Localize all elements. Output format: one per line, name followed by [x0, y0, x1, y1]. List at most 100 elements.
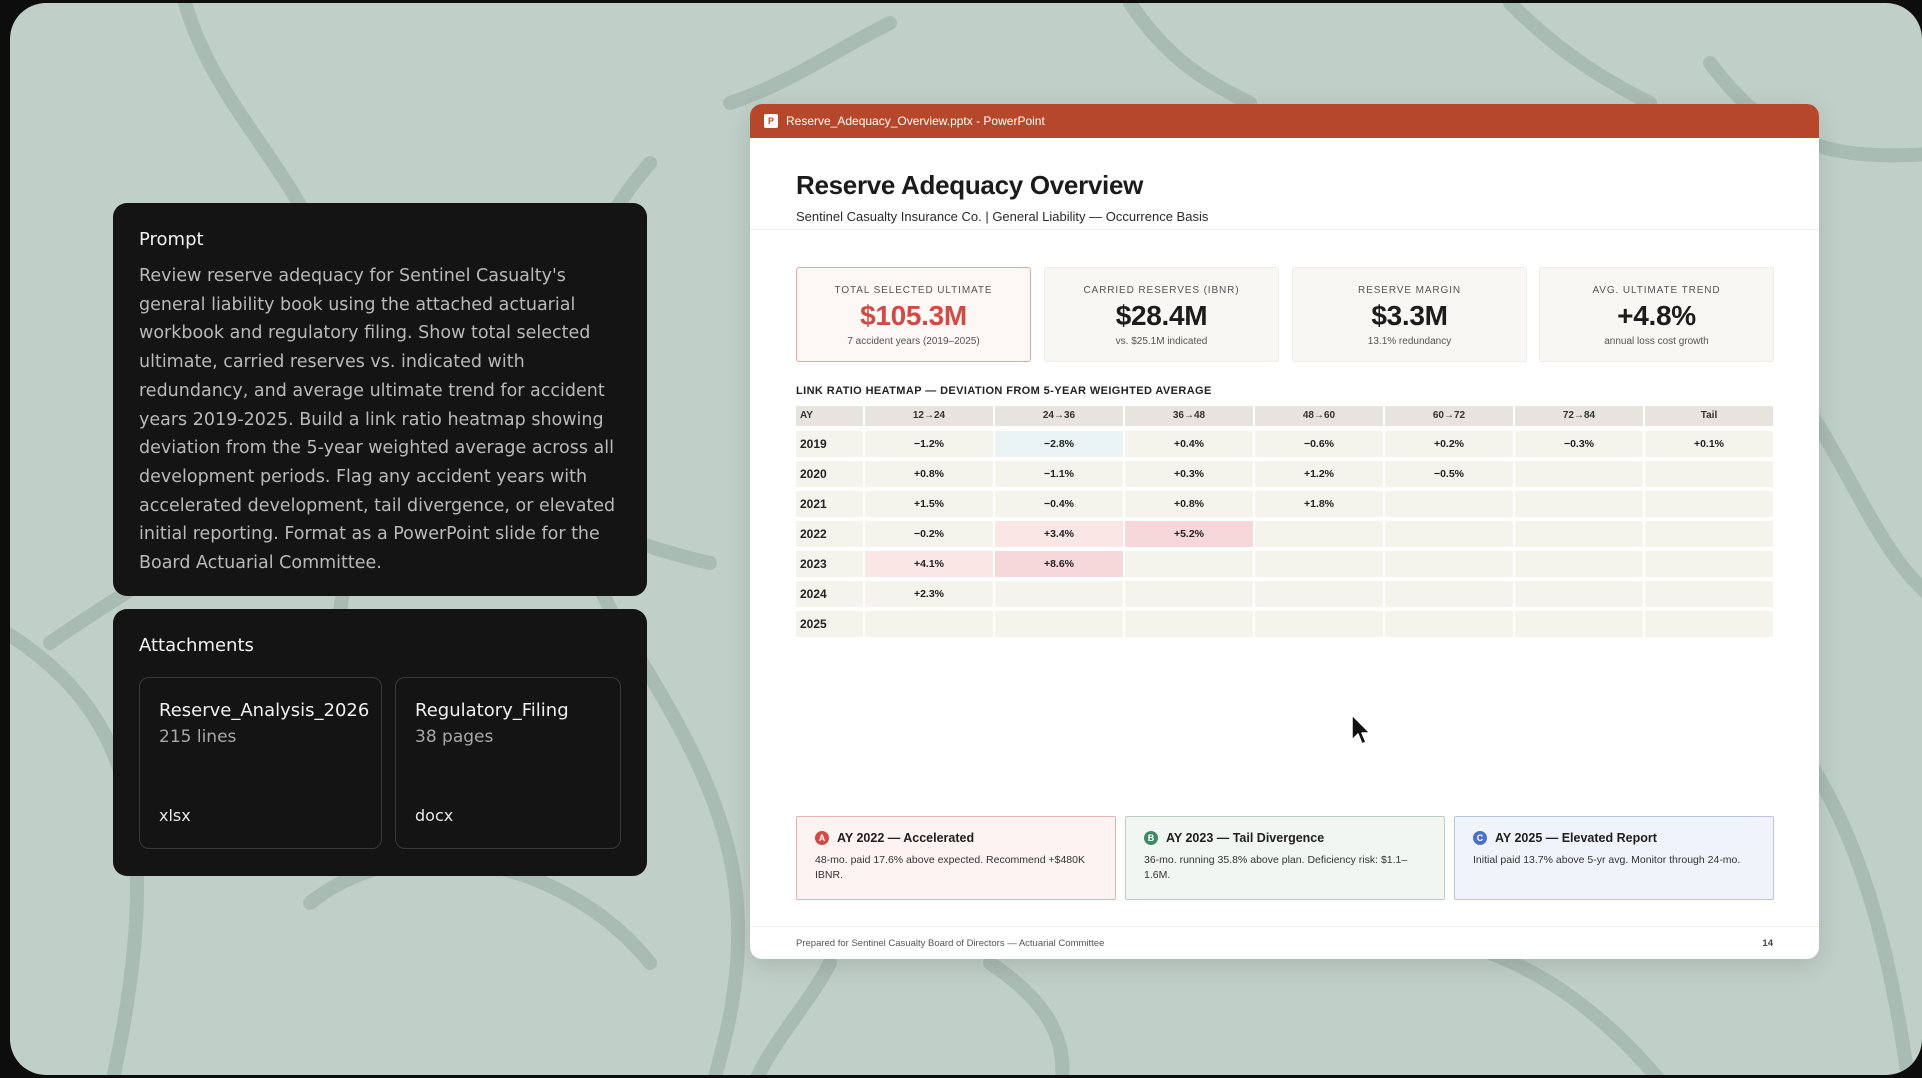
kpi-value: $3.3M	[1371, 300, 1448, 331]
heatmap-cell	[1645, 581, 1773, 607]
heatmap-column-header: 60→72	[1385, 406, 1513, 426]
attachment-meta: 215 lines	[159, 727, 237, 747]
heatmap-row: 2021 +1.5% −0.4% +0.8% +1.8%	[796, 491, 1774, 521]
heatmap-cell: +0.1%	[1645, 431, 1773, 457]
heatmap-cell	[1515, 521, 1643, 547]
heatmap-cell	[1645, 521, 1773, 547]
window-titlebar[interactable]: P Reserve_Adequacy_Overview.pptx - Power…	[750, 104, 1819, 138]
kpi-avg-ultimate-trend: AVG. ULTIMATE TREND +4.8% annual loss co…	[1539, 267, 1774, 362]
heatmap-cell: +0.2%	[1385, 431, 1513, 457]
heatmap-cell	[1125, 581, 1253, 607]
attachments-title: Attachments	[139, 635, 254, 656]
heatmap-cell: −0.2%	[865, 521, 993, 547]
heatmap-row: 2023 +4.1% +8.6%	[796, 551, 1774, 581]
heatmap-cell: +0.4%	[1125, 431, 1253, 457]
heatmap-column-header: 36→48	[1125, 406, 1253, 426]
heatmap-cell: −0.6%	[1255, 431, 1383, 457]
heatmap-cell: +5.2%	[1125, 521, 1253, 547]
flag-description: 36-mo. running 35.8% above plan. Deficie…	[1144, 854, 1408, 881]
heatmap-cell	[1385, 491, 1513, 517]
heatmap-cell	[1385, 521, 1513, 547]
heatmap-cell	[1515, 551, 1643, 577]
heatmap-cell: +1.2%	[1255, 461, 1383, 487]
flag-title: AY 2025 — Elevated Report	[1495, 831, 1657, 845]
heatmap-cell	[1645, 551, 1773, 577]
heatmap-row: 2025	[796, 611, 1774, 641]
kpi-value: $28.4M	[1115, 300, 1208, 331]
heatmap-row-label: 2024	[796, 581, 863, 607]
heatmap-row-label: 2025	[796, 611, 863, 637]
footer-text: Prepared for Sentinel Casualty Board of …	[796, 937, 1105, 949]
heatmap-cell: −0.4%	[995, 491, 1123, 517]
page-number: 14	[1762, 937, 1773, 949]
heatmap-cell	[1515, 491, 1643, 517]
heatmap-row: 2022 −0.2% +3.4% +5.2%	[796, 521, 1774, 551]
heatmap-cell	[1645, 461, 1773, 487]
attachment-file-xlsx[interactable]: Reserve_Analysis_2026 215 lines xlsx	[139, 677, 382, 849]
heatmap-cell	[1515, 611, 1643, 637]
heatmap-cell	[1255, 581, 1383, 607]
attachment-extension: docx	[415, 806, 454, 825]
heatmap-cell: +4.1%	[865, 551, 993, 577]
flag-description: Initial paid 13.7% above 5-yr avg. Monit…	[1473, 854, 1741, 866]
kpi-carried-reserves: CARRIED RESERVES (IBNR) $28.4M vs. $25.1…	[1044, 267, 1279, 362]
heatmap-column-header: 24→36	[995, 406, 1123, 426]
heatmap-cell	[1645, 611, 1773, 637]
heatmap-row-label: 2019	[796, 431, 863, 457]
flag-title: AY 2023 — Tail Divergence	[1166, 831, 1325, 845]
heatmap-column-header: 48→60	[1255, 406, 1383, 426]
flag-accelerated: A AY 2022 — Accelerated 48-mo. paid 17.6%…	[796, 816, 1116, 900]
heatmap-cell	[1385, 551, 1513, 577]
heatmap-cell: +1.8%	[1255, 491, 1383, 517]
heatmap-cell	[995, 581, 1123, 607]
flag-row: A AY 2022 — Accelerated 48-mo. paid 17.6%…	[796, 816, 1774, 900]
prompt-title: Prompt	[139, 229, 204, 250]
powerpoint-icon: P	[764, 114, 778, 128]
heatmap-cell: +8.6%	[995, 551, 1123, 577]
kpi-reserve-margin: RESERVE MARGIN $3.3M 13.1% redundancy	[1292, 267, 1527, 362]
kpi-sub: 7 accident years (2019–2025)	[847, 336, 980, 347]
heatmap-cell	[1255, 551, 1383, 577]
heatmap-cell	[1515, 581, 1643, 607]
flag-elevated-report: C AY 2025 — Elevated Report Initial paid …	[1454, 816, 1774, 900]
heatmap-row-label: 2022	[796, 521, 863, 547]
heatmap-row-label: 2023	[796, 551, 863, 577]
heatmap-row-label: 2021	[796, 491, 863, 517]
heatmap-title: LINK RATIO HEATMAP — DEVIATION FROM 5-YE…	[796, 385, 1212, 397]
kpi-sub: annual loss cost growth	[1604, 336, 1709, 347]
attachment-extension: xlsx	[159, 806, 191, 825]
heatmap-cell: −0.5%	[1385, 461, 1513, 487]
heatmap-cell	[1255, 611, 1383, 637]
heatmap-row: 2020 +0.8% −1.1% +0.3% +1.2% −0.5%	[796, 461, 1774, 491]
attachment-file-docx[interactable]: Regulatory_Filing 38 pages docx	[395, 677, 621, 849]
heatmap-cell	[1125, 551, 1253, 577]
heatmap-cell: +2.3%	[865, 581, 993, 607]
heatmap-cell: −1.2%	[865, 431, 993, 457]
heatmap-cell	[1255, 521, 1383, 547]
heatmap-row: 2019 −1.2% −2.8% +0.4% −0.6% +0.2% −0.3% +0.1%	[796, 431, 1774, 461]
heatmap-column-header: Tail	[1645, 406, 1773, 426]
kpi-label: RESERVE MARGIN	[1358, 285, 1461, 296]
heatmap-column-header: 12→24	[865, 406, 993, 426]
mouse-cursor-icon	[1351, 714, 1371, 745]
prompt-card: Prompt Review reserve adequacy for Senti…	[113, 203, 647, 596]
heatmap-row: 2024 +2.3%	[796, 581, 1774, 611]
heatmap-cell: −0.3%	[1515, 431, 1643, 457]
heatmap-cell: −2.8%	[995, 431, 1123, 457]
flag-tail-divergence: B AY 2023 — Tail Divergence 36-mo. runnin…	[1125, 816, 1445, 900]
heatmap-cell	[1125, 611, 1253, 637]
slide-subtitle: Sentinel Casualty Insurance Co. | Genera…	[796, 209, 1209, 224]
attachment-name: Regulatory_Filing	[415, 700, 569, 721]
heatmap-cell: −1.1%	[995, 461, 1123, 487]
kpi-value: +4.8%	[1617, 300, 1696, 331]
flag-title: AY 2022 — Accelerated	[837, 831, 975, 845]
kpi-sub: vs. $25.1M indicated	[1115, 336, 1208, 347]
slide-title: Reserve Adequacy Overview	[796, 170, 1144, 200]
kpi-label: AVG. ULTIMATE TREND	[1592, 285, 1721, 296]
heatmap-column-header: 72→84	[1515, 406, 1643, 426]
heatmap-cell	[1645, 491, 1773, 517]
heatmap-header-row: AY 12→24 24→36 36→48 48→60 60→72 72→84 Tail	[796, 406, 1774, 431]
kpi-label: CARRIED RESERVES (IBNR)	[1083, 285, 1240, 296]
heatmap-cell	[1385, 611, 1513, 637]
flag-description: 48-mo. paid 17.6% above expected. Recomm…	[815, 854, 1085, 881]
